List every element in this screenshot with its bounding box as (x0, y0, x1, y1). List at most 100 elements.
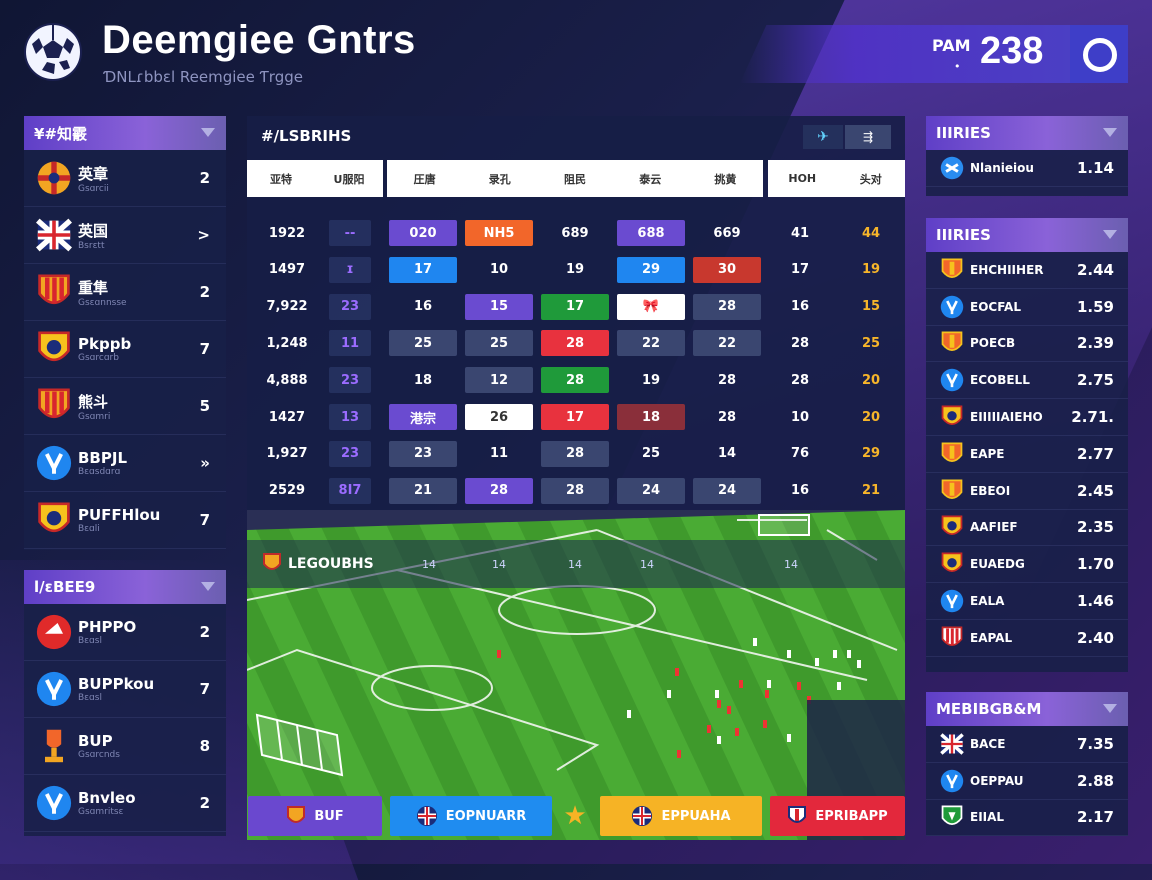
team-row[interactable]: OEPPAU 2.88 (926, 763, 1128, 800)
team-info: 英国 Bsrɛtt (78, 220, 197, 251)
chevron-down-icon[interactable] (1102, 703, 1118, 715)
table-row[interactable]: 1922 -- 020 NH5 689 688 669 41 44 (247, 220, 905, 250)
column-header[interactable]: 头对 (859, 172, 882, 186)
table-row[interactable]: 1,248 11 25 25 28 22 22 28 25 (247, 330, 905, 360)
team-row[interactable]: BUPPkou Bɛɑsl 7 (24, 661, 226, 718)
table-row[interactable]: 1427 13 港宗 26 17 18 28 10 20 (247, 404, 905, 434)
left-panel-bottom-header[interactable]: l/ɛBEE9 (24, 570, 226, 604)
stat-right-1: 16 (790, 483, 810, 499)
team-name: EIIIIIAIEHO (970, 410, 1043, 425)
team-value: 2.40 (1076, 628, 1114, 647)
column-header[interactable]: 录孔 (488, 172, 511, 186)
player-marker (837, 682, 841, 690)
right-panel-mid-header[interactable]: IIIRIES (926, 218, 1128, 252)
team-info: Pkppb Gsɑrcɑrb (78, 335, 200, 363)
team-row[interactable]: Nlanieiou 1.14 (926, 150, 1128, 187)
team-row[interactable]: EHCHIIHER 2.44 (926, 252, 1128, 289)
team-info: EOCFAL (970, 300, 1077, 314)
team-name: BUPPkou (78, 675, 155, 693)
chevron-down-icon[interactable] (200, 581, 216, 593)
stat-right-2: 44 (861, 225, 881, 241)
team-row[interactable]: 熊斗 Gsɑmri 5 (24, 378, 226, 435)
left-panel-bottom: l/ɛBEE9 PHPPO Bɛɑsl 2 BUPPkou Bɛɑsl 7 BUP Gsɑrc… (24, 570, 226, 836)
bird-icon-button[interactable]: ✈ (803, 125, 843, 149)
team-row[interactable]: BACE 7.35 (926, 726, 1128, 763)
team-value: » (200, 454, 210, 472)
column-header[interactable]: 挑黄 (714, 172, 737, 186)
button-label: EPPUAHA (661, 808, 731, 824)
team-row[interactable]: Pkppb Gsɑrcɑrb 7 (24, 321, 226, 378)
right-panel-top-header[interactable]: IIIRIES (926, 116, 1128, 150)
team-info: EIIAL (970, 810, 1077, 824)
team-info: BBPJL Bɛɑsdɑrɑ (78, 449, 200, 477)
team-row[interactable]: EALA 1.46 (926, 583, 1128, 620)
team-row[interactable]: EAPE 2.77 (926, 436, 1128, 473)
stat-right-1: 76 (790, 446, 810, 462)
panel-title: IIIRIES (936, 226, 991, 244)
team-row[interactable]: 重隼 Gsɛɑnnsse 2 (24, 264, 226, 321)
column-header[interactable]: 泰云 (639, 172, 662, 186)
right-panel-bottom-header[interactable]: MEBIBGB&M (926, 692, 1128, 726)
player-marker (739, 680, 743, 688)
stat-cell: 17 (541, 404, 609, 430)
team-button-1[interactable]: BUF (248, 796, 382, 836)
column-header[interactable]: 圧唐 (413, 172, 436, 186)
team-row[interactable]: BUP Gsɑrcnds 8 (24, 718, 226, 775)
column-header-left: 亚特 U服阳 (247, 160, 383, 197)
team-button-3[interactable]: EPPUAHA (600, 796, 762, 836)
table-row[interactable]: 1,927 23 23 11 28 25 14 76 29 (247, 440, 905, 471)
team-row[interactable]: EBEOI 2.45 (926, 473, 1128, 510)
table-row[interactable]: 1497 ɪ 17 10 19 29 30 17 19 (247, 256, 905, 287)
chevron-down-icon[interactable] (1102, 229, 1118, 241)
column-header[interactable]: HOH (788, 172, 817, 185)
player-marker (727, 706, 731, 714)
player-marker (497, 650, 501, 658)
team-row[interactable]: AAFIEF 2.35 (926, 510, 1128, 547)
column-header[interactable]: 亚特 (270, 172, 292, 186)
green-crest-icon (940, 804, 964, 830)
star-icon[interactable]: ★ (563, 801, 587, 831)
team-row[interactable]: 英国 Bsrɛtt > (24, 207, 226, 264)
team-row[interactable]: 英章 Gsɑrcii 2 (24, 150, 226, 207)
team-row[interactable]: PHPPO Bɛɑsl 2 (24, 604, 226, 661)
blue-crest-icon (940, 768, 964, 794)
table-row[interactable]: 4,888 23 18 12 28 19 28 28 20 (247, 367, 905, 397)
team-row[interactable]: EIIIIIAIEHO 2.71. (926, 399, 1128, 436)
stat-cell: 688 (617, 220, 685, 246)
chevron-down-icon[interactable] (1102, 127, 1118, 139)
row-rank: 23 (329, 293, 371, 320)
blueball-crest-icon (940, 155, 964, 181)
team-row[interactable]: BBPJL Bɛɑsdɑrɑ» (24, 435, 226, 492)
filter-icon-button[interactable]: ⇶ (845, 125, 891, 149)
team-row[interactable]: ECOBELL 2.75 (926, 362, 1128, 400)
stat-cell: 26 (465, 404, 533, 430)
team-info: EAPAL (970, 631, 1077, 645)
team-subtitle: Bɛɑsdɑrɑ (78, 467, 121, 477)
team-button-2[interactable]: EOPNUARR (390, 796, 552, 836)
stat-cell: 10 (489, 262, 509, 278)
team-name: EOCFAL (970, 299, 1021, 314)
chevron-down-icon[interactable] (200, 127, 216, 139)
team-row[interactable]: EIIAL 2.17 (926, 800, 1128, 837)
stat-cell: 28 (541, 367, 609, 394)
team-row[interactable]: EUAEDG 1.70 (926, 546, 1128, 584)
team-button-4[interactable]: EPRIBAPP (770, 796, 905, 836)
team-row[interactable]: Bnvleo Gsɑmritsɛ 2 (24, 775, 226, 832)
table-row[interactable]: 7,922 23 16 15 17 🎀 28 16 15 (247, 293, 905, 324)
team-row[interactable]: PUFFHlou Bɛɑli 7 (24, 492, 226, 549)
player-marker (707, 725, 711, 733)
ring-button[interactable] (1070, 25, 1128, 83)
team-row[interactable]: POECB 2.39 (926, 326, 1128, 363)
team-row[interactable]: EAPAL 2.40 (926, 620, 1128, 657)
table-row[interactable]: 2529 8I7 21 28 28 24 24 16 21 (247, 477, 905, 508)
stat-cell: 28 (541, 477, 609, 504)
column-header[interactable]: 阻民 (564, 172, 586, 186)
team-row[interactable]: EOCFAL 1.59 (926, 289, 1128, 326)
team-info: OEPPAU (970, 774, 1077, 788)
left-panel-top-header[interactable]: ¥#知霰 (24, 116, 226, 150)
team-value: 2 (199, 169, 210, 187)
redball-crest-icon (36, 612, 72, 652)
stat-cell: 28 (541, 330, 609, 357)
team-value: 7.35 (1076, 734, 1114, 753)
column-header[interactable]: U服阳 (333, 172, 365, 186)
